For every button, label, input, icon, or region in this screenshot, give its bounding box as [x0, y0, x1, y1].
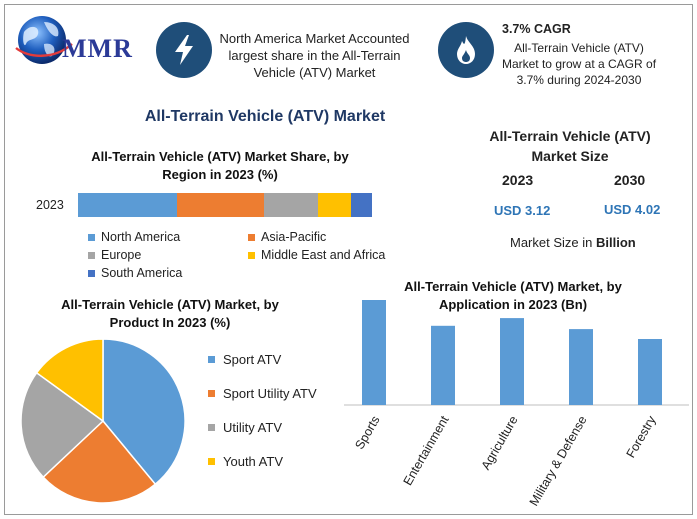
product-legend-item: Sport Utility ATV	[208, 386, 317, 401]
cagr-description: All-Terrain Vehicle (ATV) Market to grow…	[501, 41, 657, 87]
market-size-title: All-Terrain Vehicle (ATV) Market Size	[489, 128, 651, 164]
market-size-unit-note: Market Size in Billion	[510, 235, 636, 250]
application-bar-military-defense	[569, 329, 593, 405]
flame-icon	[438, 22, 494, 78]
infographic-frame	[4, 4, 693, 515]
region-legend-item: South America	[88, 266, 182, 280]
legend-label: Asia-Pacific	[261, 230, 327, 244]
application-tick-label: Sports	[352, 414, 382, 452]
market-size-value-2023: USD 3.12	[494, 203, 551, 218]
pie-slice-youth-atv	[35, 338, 104, 423]
legend-label: South America	[101, 266, 183, 280]
legend-swatch	[208, 390, 215, 397]
application-bar-forestry	[638, 339, 662, 405]
pie-slice-sport-atv	[102, 338, 186, 486]
main-title: All-Terrain Vehicle (ATV) Market	[144, 108, 386, 125]
region-chart-title: All-Terrain Vehicle (ATV) Market Share, …	[91, 149, 349, 182]
brand-logo-text: MMR	[62, 34, 133, 63]
legend-label: Sport Utility ATV	[223, 386, 317, 401]
region-bar-year-label: 2023	[36, 198, 64, 212]
legend-swatch	[88, 269, 95, 277]
legend-swatch	[88, 251, 95, 259]
market-size-value-2030: USD 4.02	[604, 202, 661, 217]
region-legend-item: Asia-Pacific	[248, 230, 326, 244]
legend-label: Utility ATV	[223, 420, 282, 435]
application-tick-label: Forestry	[624, 413, 659, 460]
region-bar-segment-middle-east-and-africa	[318, 193, 351, 217]
product-legend-item: Youth ATV	[208, 454, 283, 469]
legend-swatch	[208, 356, 215, 363]
region-bar-segment-asia-pacific	[177, 193, 264, 217]
application-bar-entertainment	[431, 325, 455, 405]
application-chart-title: All-Terrain Vehicle (ATV) Market, by App…	[404, 279, 622, 312]
product-pie-chart	[20, 338, 186, 504]
legend-swatch	[248, 233, 255, 241]
region-legend-item: North America	[88, 230, 180, 244]
legend-swatch	[208, 424, 215, 431]
region-bar-segment-south-america	[351, 193, 372, 217]
market-size-year-2030: 2030	[614, 172, 646, 188]
globe-logo-icon	[15, 16, 73, 64]
legend-swatch	[88, 233, 95, 241]
application-bar-sports	[362, 300, 386, 405]
legend-label: North America	[101, 230, 181, 244]
application-tick-label: Entertainment	[401, 413, 452, 488]
application-tick-label: Agriculture	[479, 413, 521, 472]
product-legend-item: Utility ATV	[208, 420, 282, 435]
application-tick-label: Military & Defense	[527, 413, 590, 508]
region-stacked-bar	[78, 193, 372, 217]
lightning-bolt-icon	[156, 22, 212, 78]
market-size-year-2023: 2023	[502, 172, 534, 188]
region-legend-item: Europe	[88, 248, 141, 262]
legend-label: Europe	[101, 248, 142, 262]
region-legend-item: Middle East and Africa	[248, 248, 385, 262]
legend-label: Youth ATV	[223, 454, 283, 469]
legend-label: Sport ATV	[223, 352, 282, 367]
product-chart-title: All-Terrain Vehicle (ATV) Market, by Pro…	[61, 297, 279, 330]
region-bar-segment-europe	[264, 193, 318, 217]
product-legend-item: Sport ATV	[208, 352, 281, 367]
legend-label: Middle East and Africa	[261, 248, 386, 262]
legend-swatch	[248, 251, 255, 259]
region-legend: North America Asia-Pacific Europe Middle Ea…	[88, 230, 408, 284]
region-bar-segment-north-america	[78, 193, 177, 217]
pie-slice-utility-atv	[20, 371, 105, 479]
legend-swatch	[208, 458, 215, 465]
north-america-highlight: North America Market Accounted largest s…	[219, 31, 410, 80]
cagr-title: 3.7% CAGR	[502, 22, 571, 36]
application-bar-chart: Sports Entertainment Agriculture Military &…	[344, 300, 689, 508]
pie-slice-sport-utility-atv	[42, 419, 157, 504]
application-bar-agriculture	[500, 318, 524, 405]
